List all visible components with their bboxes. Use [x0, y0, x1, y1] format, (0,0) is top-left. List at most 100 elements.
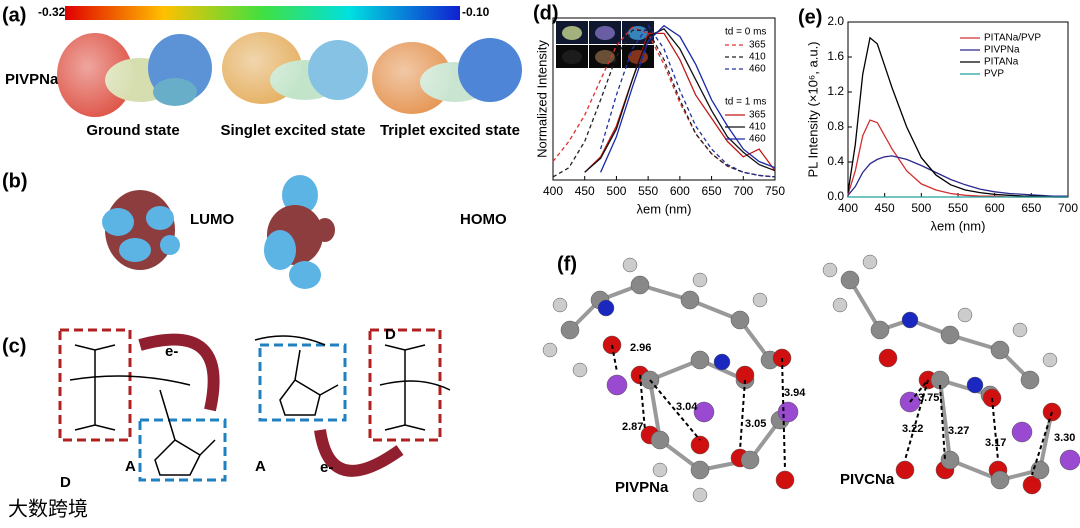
atom	[957, 307, 973, 323]
x-tick-label: 450	[875, 201, 895, 215]
atom	[652, 462, 668, 478]
atom	[1030, 460, 1050, 480]
orbital-label: HOMO	[460, 211, 507, 228]
atom	[1020, 370, 1040, 390]
legend-label: 460	[749, 64, 766, 75]
y-tick-label: 0.4	[827, 154, 844, 168]
panel-label: (a)	[2, 4, 26, 26]
atom	[940, 450, 960, 470]
contact	[611, 344, 618, 373]
y-tick-label: 1.2	[827, 84, 844, 98]
x-tick-label: 700	[733, 184, 753, 198]
distance-label: 2.87	[622, 421, 643, 433]
esp-surfaces	[57, 32, 522, 117]
atom	[840, 270, 860, 290]
x-tick-label: 400	[838, 201, 858, 215]
atom	[680, 290, 700, 310]
atom	[693, 401, 715, 423]
x-tick-label: 500	[606, 184, 626, 198]
model-label: PIVPNa	[615, 479, 669, 496]
contact	[991, 397, 999, 461]
data-line	[584, 27, 776, 173]
atom	[560, 320, 580, 340]
y-tick-label: 1.6	[827, 49, 844, 63]
atom	[878, 348, 898, 368]
inset-glow	[628, 50, 648, 64]
molecule-label: PIVPNa	[5, 71, 59, 88]
distance-label: 3.04	[676, 401, 698, 413]
x-axis-label: λem (nm)	[637, 201, 692, 216]
y-tick-label: 0.8	[827, 119, 844, 133]
atom	[752, 292, 768, 308]
atom	[622, 257, 638, 273]
atom	[690, 350, 710, 370]
state-label: Ground state	[86, 122, 179, 139]
contact	[739, 379, 746, 451]
schemes	[58, 328, 451, 482]
atom	[966, 376, 984, 394]
atom	[901, 311, 919, 329]
state-label: Singlet excited state	[220, 122, 365, 139]
y-axis-label: Normalized Intensity	[534, 40, 549, 158]
model-label: PIVCNa	[840, 471, 895, 488]
atom	[552, 297, 568, 313]
legend-label: 410	[749, 122, 766, 133]
legend-label: 365	[749, 40, 766, 51]
panel-label: (d)	[533, 2, 559, 24]
panel-label: (c)	[2, 335, 26, 357]
atom	[1022, 475, 1042, 495]
contact	[909, 379, 929, 403]
x-tick-label: 500	[911, 201, 931, 215]
atom	[1059, 449, 1080, 471]
distance-label: 3.75	[918, 392, 939, 404]
colorbar-max: -0.10	[462, 5, 490, 19]
inset-glow	[562, 50, 582, 64]
atom	[1042, 352, 1058, 368]
data-line	[584, 32, 776, 173]
legend-label: PITANa/PVP	[984, 33, 1041, 44]
bond	[648, 379, 662, 441]
legend-title: td = 1 ms	[725, 97, 766, 108]
x-tick-label: 600	[670, 184, 690, 198]
x-tick-label: 650	[1021, 201, 1041, 215]
x-tick-label: 550	[638, 184, 658, 198]
state-label: Triplet excited state	[380, 122, 520, 139]
contact	[649, 379, 701, 441]
inset-glow	[595, 50, 615, 64]
atom	[940, 325, 960, 345]
donor-label: D	[385, 326, 396, 343]
y-tick-label: 2.0	[827, 14, 844, 28]
legend-label: PVP	[984, 69, 1004, 80]
atom	[542, 342, 558, 358]
legend-label: PIVPNa	[984, 45, 1020, 56]
legend-title: td = 0 ms	[725, 27, 766, 38]
atom	[606, 374, 628, 396]
legend-label: 410	[749, 52, 766, 63]
x-tick-label: 400	[543, 184, 563, 198]
bond	[848, 278, 882, 332]
atom	[690, 435, 710, 455]
acceptor-label: A	[125, 458, 136, 475]
atom	[572, 362, 588, 378]
atom	[650, 430, 670, 450]
atom	[862, 254, 878, 270]
electron-label: e-	[320, 459, 333, 476]
x-tick-label: 600	[985, 201, 1005, 215]
x-tick-label: 550	[948, 201, 968, 215]
bond	[938, 379, 952, 461]
distance-label: 3.17	[985, 437, 1006, 449]
x-tick-label: 700	[1058, 201, 1078, 215]
inset-glow	[628, 26, 648, 40]
contact	[781, 357, 786, 471]
distance-label: 3.05	[745, 418, 766, 430]
orbitals	[102, 175, 335, 289]
inset-glow	[595, 26, 615, 40]
inset-glow	[562, 26, 582, 40]
data-line	[552, 29, 776, 178]
panel-label: (b)	[2, 170, 28, 192]
electron-label: e-	[165, 343, 178, 360]
atom	[692, 487, 708, 503]
atom	[690, 460, 710, 480]
atom	[870, 320, 890, 340]
